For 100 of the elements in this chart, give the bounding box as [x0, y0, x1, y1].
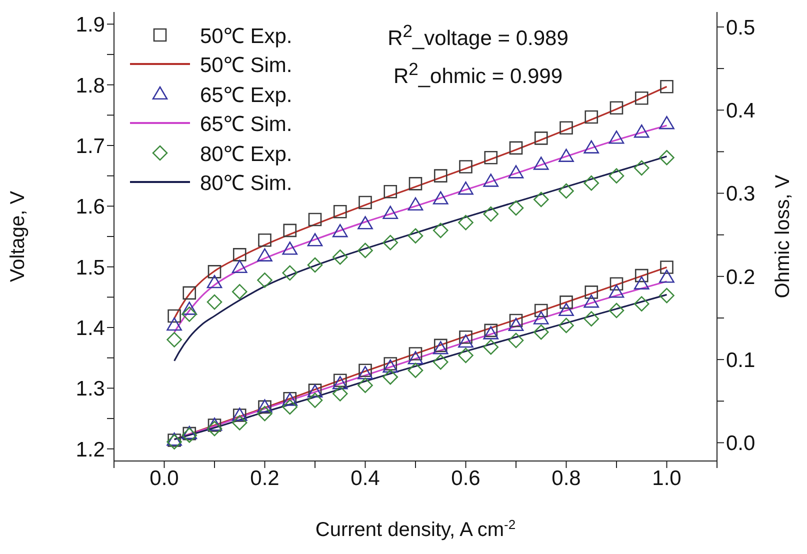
point	[584, 311, 600, 326]
point	[333, 204, 347, 218]
legend-label: 50℃ Sim.	[200, 53, 292, 78]
point	[182, 286, 196, 300]
point	[634, 92, 648, 105]
point	[434, 169, 448, 182]
x-tick-label: 0.0	[150, 466, 179, 490]
point	[634, 296, 650, 312]
y-tick-label: 1.8	[76, 74, 105, 98]
point	[560, 121, 573, 135]
point	[660, 260, 674, 274]
y-tick-label: 1.6	[76, 196, 105, 219]
point	[166, 317, 182, 331]
point	[408, 351, 424, 364]
point	[168, 309, 181, 323]
point	[509, 314, 523, 328]
point	[508, 318, 524, 332]
point	[483, 174, 499, 187]
point	[232, 248, 246, 262]
x-tick-label: 0.2	[250, 466, 280, 490]
point	[608, 168, 624, 184]
point	[459, 330, 472, 344]
point	[332, 224, 348, 238]
point	[358, 216, 373, 230]
x-tick-label: 0.8	[552, 466, 581, 490]
point	[533, 324, 549, 340]
point	[358, 366, 373, 380]
annotation: R$^{2}$_ohmic = 0.999	[392, 58, 564, 90]
point	[384, 184, 398, 198]
point	[358, 378, 373, 393]
point	[432, 191, 448, 204]
legend-label: 65℃ Sim.	[200, 112, 292, 138]
point	[166, 332, 182, 348]
point	[257, 248, 272, 262]
point	[484, 150, 498, 164]
point	[332, 249, 348, 265]
point	[533, 192, 549, 208]
point	[483, 326, 499, 340]
point	[659, 270, 674, 283]
point	[206, 420, 222, 436]
x-axis-title: Current density, A cm$^{-2}$	[315, 516, 516, 541]
y2-tick-label: 0.4	[726, 100, 756, 123]
y2-tick-label: 0.1	[726, 349, 756, 372]
point	[584, 286, 598, 299]
x-tick-label: 1.0	[652, 466, 682, 490]
point	[508, 332, 524, 348]
point	[483, 339, 499, 355]
y-tick-label: 1.3	[76, 378, 105, 401]
point	[558, 302, 574, 316]
point	[382, 369, 398, 385]
y2-tick-label: 0.3	[726, 182, 756, 206]
point	[560, 296, 573, 309]
point	[307, 392, 323, 408]
legend-label: 50℃ Exp.	[200, 24, 292, 49]
point	[283, 224, 297, 238]
point	[432, 222, 448, 238]
x-tick-label: 0.4	[350, 466, 380, 490]
point	[509, 141, 523, 155]
point	[660, 80, 674, 94]
point	[534, 132, 548, 145]
point	[584, 110, 598, 124]
point	[384, 357, 398, 370]
point	[634, 124, 650, 138]
point	[208, 265, 222, 278]
point	[307, 233, 323, 246]
legend-label: 80℃ Sim.	[200, 171, 292, 196]
point	[182, 306, 198, 322]
point	[382, 234, 398, 250]
point	[332, 376, 348, 390]
point	[232, 260, 248, 273]
point	[458, 348, 474, 364]
point	[408, 177, 422, 190]
point	[634, 276, 650, 290]
point	[382, 359, 398, 373]
point	[257, 272, 272, 288]
point	[408, 347, 422, 360]
point	[610, 277, 624, 291]
point	[232, 415, 248, 430]
annotation: R$^{2}$_voltage = 0.989	[386, 20, 570, 52]
point	[382, 206, 398, 219]
point	[258, 233, 272, 247]
point	[307, 257, 323, 273]
point	[558, 148, 574, 162]
y-tick-label: 1.5	[76, 256, 105, 280]
point	[333, 374, 347, 387]
point	[458, 182, 474, 195]
point	[408, 197, 424, 210]
y-axis-title: Voltage, V	[7, 190, 29, 282]
point	[558, 183, 574, 199]
point	[257, 406, 272, 422]
point	[332, 386, 348, 402]
point	[610, 101, 624, 115]
point	[608, 130, 624, 144]
point	[182, 302, 198, 315]
point	[432, 341, 448, 354]
y2-tick-label: 0.0	[726, 432, 756, 456]
point	[584, 140, 600, 154]
point	[584, 294, 600, 308]
point	[308, 212, 322, 226]
point	[458, 214, 474, 230]
